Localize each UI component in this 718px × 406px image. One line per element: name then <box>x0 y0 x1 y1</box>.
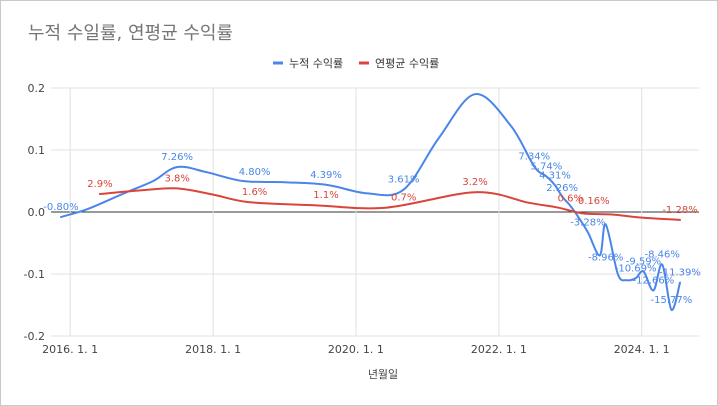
data-label-cumulative: 7.26% <box>161 152 193 163</box>
y-tick-label: -0.2 <box>24 330 45 343</box>
data-label-annual: -1.28% <box>662 205 697 216</box>
data-label-cumulative: 4.39% <box>310 170 342 181</box>
data-label-cumulative: -8.96% <box>588 253 623 264</box>
chart-title: 누적 수일률, 연평균 수익률 <box>28 23 234 44</box>
gridlines <box>51 87 699 337</box>
data-labels: -0.80% 2.9% 7.26% 3.8% 4.80% 1.6% 4.39% 1.1% 3.6… <box>43 151 701 305</box>
data-label-annual: 3.8% <box>164 173 189 184</box>
x-tick-label: 2022. 1. 1 <box>471 343 527 356</box>
data-label-annual: 0.6% <box>558 193 583 204</box>
data-label-cumulative: 5.74% <box>531 161 563 172</box>
x-tick-label: 2020. 1. 1 <box>328 343 384 356</box>
data-label-annual: 1.1% <box>313 190 338 201</box>
data-label-annual: 1.6% <box>242 187 267 198</box>
data-label-cumulative: -8.46% <box>645 249 680 260</box>
data-label-cumulative: 7.34% <box>518 151 550 162</box>
data-label-annual: 3.2% <box>462 177 487 188</box>
data-label-cumulative: -3.28% <box>570 217 605 228</box>
data-label-cumulative: -12.66% <box>633 275 675 286</box>
data-label-cumulative: 4.80% <box>239 167 271 178</box>
data-label-cumulative: 3.61% <box>388 175 420 186</box>
data-label-annual: 2.9% <box>87 179 112 190</box>
y-tick-labels: 0.2 0.1 0.0 -0.1 -0.2 <box>24 82 45 343</box>
data-label-cumulative: -15.77% <box>651 295 693 306</box>
x-tick-label: 2018. 1. 1 <box>185 343 241 356</box>
data-label-cumulative: -9.59% <box>626 256 661 267</box>
data-label-cumulative: 4.31% <box>539 170 571 181</box>
y-tick-label: -0.1 <box>24 268 45 281</box>
x-tick-label: 2024. 1. 1 <box>614 343 670 356</box>
data-label-cumulative: -11.39% <box>659 268 701 279</box>
x-axis-title: 년월일 <box>368 367 398 381</box>
data-label-cumulative: -0.80% <box>43 202 78 213</box>
y-tick-label: 0.2 <box>28 82 46 95</box>
x-tick-label: 2016. 1. 1 <box>42 343 98 356</box>
y-tick-label: 0.1 <box>28 144 46 157</box>
data-label-cumulative: -10.69% <box>615 263 657 274</box>
legend-label-cumulative: 누적 수익률 <box>289 57 343 70</box>
y-tick-label: 0.0 <box>28 206 46 219</box>
data-label-annual: 0.7% <box>391 193 416 204</box>
legend: 누적 수익률 연평균 수익률 <box>273 57 439 70</box>
series-lines <box>60 93 681 311</box>
legend-label-annual: 연평균 수익률 <box>375 57 439 70</box>
series-line-cumulative <box>60 93 681 311</box>
series-line-annual <box>98 187 681 221</box>
data-label-cumulative: 2.26% <box>546 183 578 194</box>
x-tick-labels: 2016. 1. 1 2018. 1. 1 2020. 1. 1 2022. 1. 1… <box>42 343 670 356</box>
data-label-annual: 0.16% <box>578 196 610 207</box>
